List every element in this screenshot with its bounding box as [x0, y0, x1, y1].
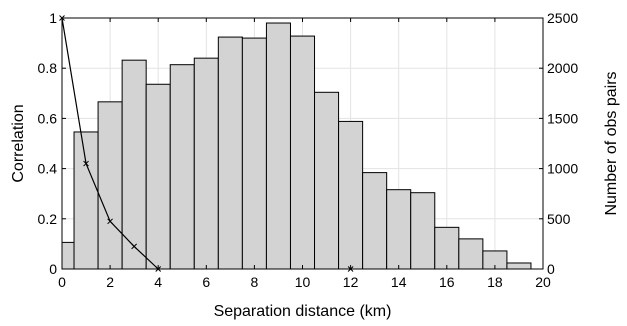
- histogram-bar: [169, 64, 195, 270]
- correlation-point: [83, 160, 89, 167]
- marker-stroke: [83, 160, 89, 167]
- x-tick-label: 0: [58, 274, 66, 290]
- correlation-point: [107, 218, 113, 225]
- y-right-tick-label: 500: [547, 211, 571, 227]
- histogram-bar: [97, 101, 123, 270]
- x-tick-label: 18: [487, 274, 503, 290]
- histogram-bar: [386, 189, 412, 270]
- y-left-tick-label: 0.6: [38, 110, 58, 126]
- y-right-tick-label: 2000: [547, 60, 578, 76]
- x-tick-label: 14: [391, 274, 407, 290]
- histogram-bar: [241, 37, 267, 270]
- y-left-tick-label: 0.8: [38, 60, 58, 76]
- y-left-tick-label: 0.4: [38, 161, 58, 177]
- histogram-bar: [458, 238, 484, 270]
- histogram-bar: [121, 59, 147, 270]
- x-tick-label: 12: [343, 274, 359, 290]
- x-tick-label: 20: [535, 274, 551, 290]
- marker-stroke: [107, 218, 113, 225]
- y-right-tick-label: 1500: [547, 110, 578, 126]
- y-left-axis-label: Correlation: [10, 104, 27, 182]
- y-left-tick-label: 0.2: [38, 211, 58, 227]
- y-right-tick-label: 2500: [547, 10, 578, 26]
- correlation-point: [131, 243, 138, 250]
- y-right-tick-label: 0: [547, 261, 555, 277]
- x-tick-label: 4: [154, 274, 162, 290]
- histogram-bar: [410, 192, 436, 270]
- histogram-bar: [193, 57, 219, 270]
- x-tick-label: 2: [106, 274, 114, 290]
- x-tick-label: 6: [202, 274, 210, 290]
- histogram-bar: [338, 120, 364, 270]
- y-right-axis-label: Number of obs pairs: [603, 71, 620, 215]
- histogram-bar: [506, 262, 532, 270]
- histogram-bar: [73, 131, 99, 270]
- histogram-bar: [289, 35, 316, 270]
- histogram-bar: [145, 83, 171, 270]
- marker-stroke: [131, 243, 138, 250]
- histogram-bar: [61, 241, 75, 270]
- histogram-bars: [61, 22, 532, 270]
- y-right-tick-label: 1000: [547, 161, 578, 177]
- x-tick-label: 16: [439, 274, 455, 290]
- x-tick-label: 8: [251, 274, 259, 290]
- histogram-bar: [434, 226, 460, 270]
- x-axis-label: Separation distance (km): [214, 303, 392, 320]
- y-left-tick-label: 1: [49, 10, 57, 26]
- histogram-bar: [362, 172, 388, 270]
- histogram-bar: [314, 91, 340, 270]
- y-left-tick-label: 0: [49, 261, 57, 277]
- histogram-bar: [265, 22, 291, 270]
- histogram-bar: [217, 36, 243, 270]
- x-tick-label: 10: [295, 274, 311, 290]
